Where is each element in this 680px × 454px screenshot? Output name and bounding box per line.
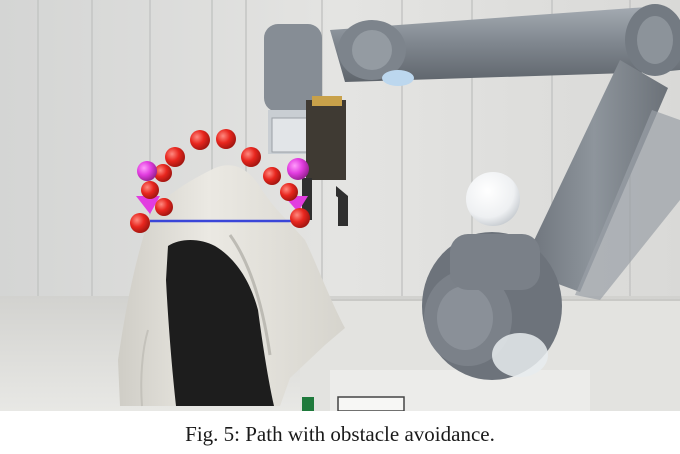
robot-base-cap bbox=[492, 333, 548, 377]
robot-wrist-joint bbox=[264, 24, 322, 112]
robot-forearm-highlight bbox=[575, 110, 680, 300]
waypoint bbox=[141, 181, 159, 199]
waypoint-highlight bbox=[287, 158, 309, 180]
cloth-fold-2 bbox=[140, 329, 149, 407]
robot-elbow-housing bbox=[450, 234, 540, 290]
path-cone-left bbox=[136, 196, 160, 214]
waypoint bbox=[216, 129, 236, 149]
label-plate bbox=[337, 396, 405, 411]
robot-upper-arm bbox=[330, 6, 680, 82]
waypoint bbox=[290, 208, 310, 228]
waypoint bbox=[241, 147, 261, 167]
cloth-fold bbox=[228, 234, 272, 356]
waypoint bbox=[263, 167, 281, 185]
waypoint bbox=[154, 164, 172, 182]
cloth-shadow-opening bbox=[166, 240, 274, 406]
gripper-body bbox=[306, 100, 346, 180]
wrist-blue-cap bbox=[382, 70, 414, 86]
gripper-finger-right bbox=[338, 196, 348, 226]
robot-forearm bbox=[520, 60, 668, 292]
green-marker bbox=[302, 397, 314, 411]
waypoint bbox=[190, 130, 210, 150]
white-sphere bbox=[466, 172, 520, 226]
figure-caption: Fig. 5: Path with obstacle avoidance. bbox=[185, 422, 495, 446]
camera-module bbox=[271, 117, 309, 153]
waypoints bbox=[130, 129, 310, 233]
gripper-finger-left bbox=[302, 178, 312, 220]
waypoint bbox=[280, 183, 298, 201]
waypoint-highlight bbox=[137, 161, 157, 181]
waypoint bbox=[165, 147, 185, 167]
scene-photo bbox=[0, 0, 680, 411]
waypoint bbox=[130, 213, 150, 233]
waypoint bbox=[155, 198, 173, 216]
